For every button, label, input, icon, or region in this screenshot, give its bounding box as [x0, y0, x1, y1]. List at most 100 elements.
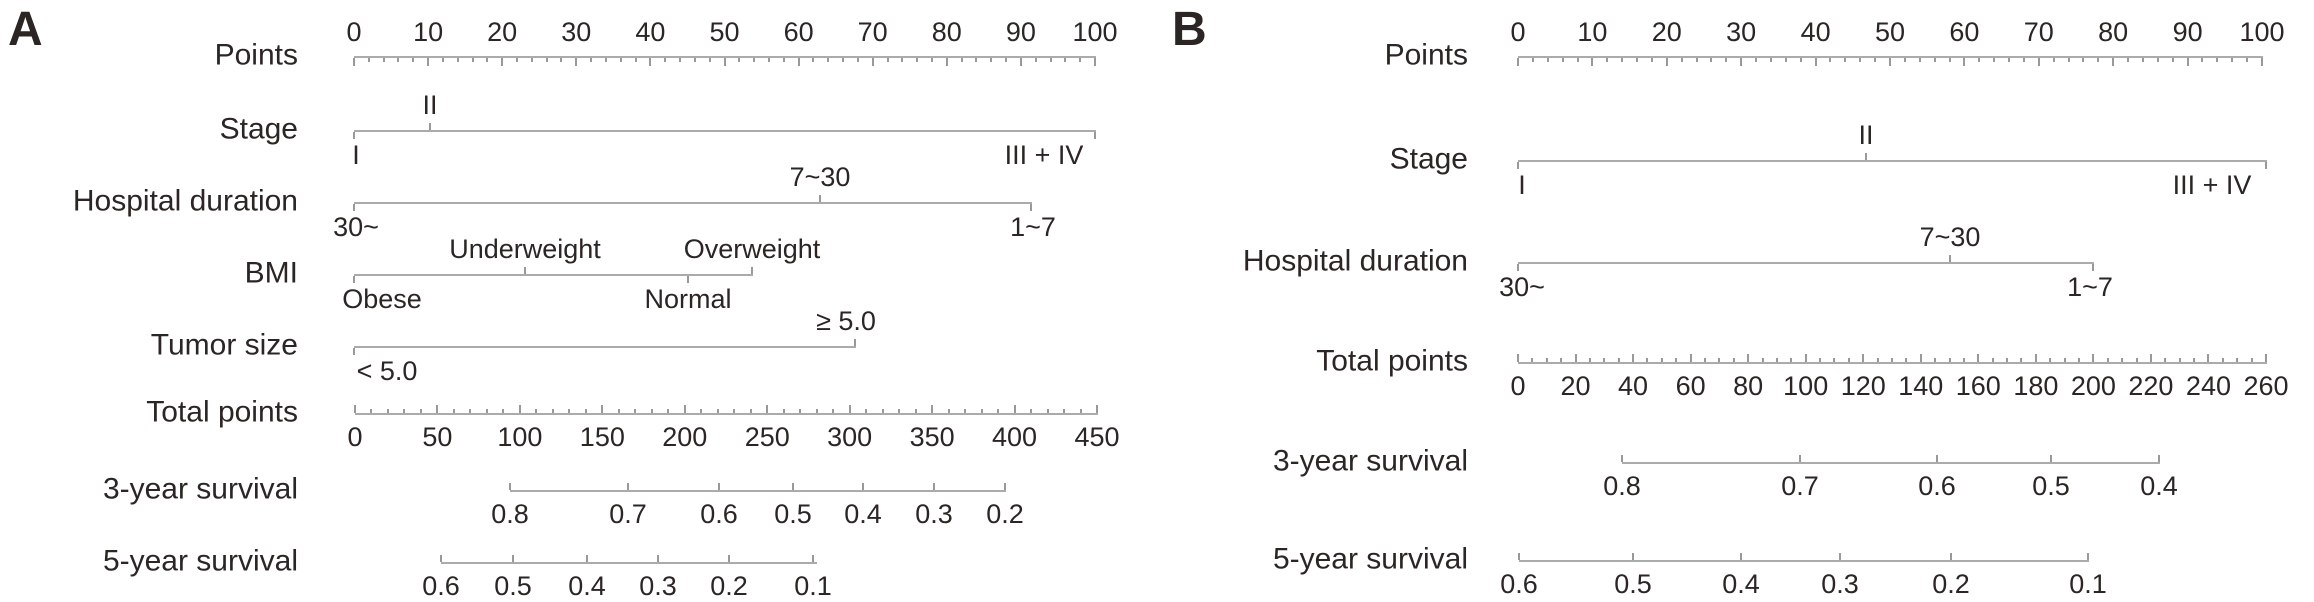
a-total-points-axis-minor-tick — [700, 409, 703, 413]
b-hospital-duration-label: Hospital duration — [1242, 244, 1468, 278]
b-survival-3yr-tick — [2050, 455, 2052, 462]
a-total-points-axis-minor-tick — [568, 409, 571, 413]
b-total-points-axis-minor-tick — [2078, 358, 2080, 362]
a-stage-line — [354, 130, 1096, 132]
b-points-axis-major-tick — [1963, 58, 1966, 66]
a-tumor-size-label: Tumor size — [150, 328, 298, 362]
a-tumor-size-line — [354, 346, 856, 348]
b-points-axis-tick-label: 80 — [2098, 17, 2129, 48]
b-survival-3yr-value-label: 0.8 — [1603, 471, 1641, 502]
b-points-axis-minor-tick — [2082, 58, 2085, 62]
b-total-points-axis-minor-tick — [2250, 358, 2253, 362]
a-total-points-axis-minor-tick — [898, 409, 901, 413]
a-total-points-axis-minor-tick — [650, 409, 653, 413]
b-points-axis-tick-label: 100 — [2239, 17, 2285, 48]
b-total-points-axis-minor-tick — [1675, 358, 1678, 362]
a-points-axis-minor-tick — [634, 58, 637, 62]
b-total-points-axis-minor-tick — [2164, 358, 2167, 362]
b-stage-category-label: II — [1858, 120, 1874, 151]
a-total-points-axis-label: Total points — [146, 395, 298, 429]
b-total-points-axis-minor-tick — [2221, 358, 2224, 362]
b-points-axis-minor-tick — [1933, 58, 1936, 62]
panel-b-letter: B — [1172, 3, 1207, 56]
a-points-axis-minor-tick — [1064, 58, 1067, 62]
b-survival-3yr-value-label: 0.7 — [1781, 471, 1819, 502]
a-total-points-axis-tick-label: 200 — [662, 422, 708, 453]
a-total-points-axis-minor-tick — [881, 409, 884, 413]
b-survival-5yr-value-label: 0.6 — [1500, 569, 1538, 600]
b-points-axis-major-tick — [2186, 58, 2189, 66]
a-survival-3yr-tick — [627, 483, 629, 490]
b-total-points-axis-major-tick — [1919, 354, 1922, 362]
a-points-axis-minor-tick — [560, 58, 563, 62]
a-points-axis-minor-tick — [856, 58, 859, 62]
b-stage-tick — [1517, 162, 1519, 169]
a-total-points-axis-minor-tick — [452, 409, 455, 413]
a-hospital-duration-category-label: 1~7 — [1010, 212, 1056, 243]
a-stage-tick — [429, 123, 431, 130]
b-stage-category-label: III + IV — [2172, 170, 2252, 201]
a-survival-3yr-tick — [718, 483, 720, 490]
b-points-axis-major-tick — [1740, 58, 1743, 66]
a-stage-category-label: III + IV — [1004, 140, 1084, 171]
b-hospital-duration-category-label: 30~ — [1499, 272, 1545, 303]
b-total-points-axis-minor-tick — [1560, 358, 1563, 362]
a-total-points-axis-tick-label: 350 — [909, 422, 955, 453]
a-points-axis-minor-tick — [516, 58, 519, 62]
b-total-points-axis-minor-tick — [2063, 358, 2066, 362]
a-total-points-axis-tick-label: 150 — [579, 422, 625, 453]
a-total-points-axis-minor-tick — [782, 409, 785, 413]
a-bmi-label: BMI — [244, 256, 298, 290]
a-points-axis-major-tick — [1019, 58, 1022, 66]
b-survival-5yr-tick — [1740, 553, 1742, 560]
a-points-axis-tick-label: 40 — [635, 17, 666, 48]
a-total-points-axis-major-tick — [931, 405, 934, 413]
b-total-points-axis-minor-tick — [1819, 358, 1822, 362]
b-total-points-axis-minor-tick — [1732, 358, 1735, 362]
a-bmi-category-label: Overweight — [683, 234, 821, 265]
a-stage-tick — [353, 132, 355, 139]
b-points-axis-tick-label: 0 — [1510, 17, 1526, 48]
a-total-points-axis-tick-label: 0 — [347, 422, 363, 453]
b-total-points-axis-minor-tick — [1718, 358, 1721, 362]
b-points-axis-minor-tick — [1903, 58, 1906, 62]
a-tumor-size-category-label: < 5.0 — [356, 356, 418, 387]
b-points-axis-major-tick — [1665, 58, 1668, 66]
b-total-points-axis-tick-label: 220 — [2128, 371, 2174, 402]
b-points-axis-minor-tick — [1874, 58, 1877, 62]
a-survival-3yr-value-label: 0.7 — [609, 499, 647, 530]
a-hospital-duration-label: Hospital duration — [72, 184, 298, 218]
a-points-axis-tick-label: 20 — [487, 17, 518, 48]
b-total-points-axis-minor-tick — [1847, 358, 1850, 362]
a-points-axis-line — [354, 56, 1096, 58]
a-points-axis-minor-tick — [530, 58, 533, 62]
a-total-points-axis-minor-tick — [485, 409, 488, 413]
a-total-points-axis-minor-tick — [370, 409, 373, 413]
a-total-points-axis-minor-tick — [584, 409, 587, 413]
a-total-points-axis-tick-label: 300 — [827, 422, 873, 453]
b-points-axis-minor-tick — [1769, 58, 1772, 62]
b-points-axis-minor-tick — [1829, 58, 1832, 62]
a-total-points-axis-minor-tick — [733, 409, 736, 413]
b-total-points-axis-minor-tick — [1603, 358, 1606, 362]
b-points-axis-minor-tick — [2022, 58, 2025, 62]
b-survival-5yr-tick — [1632, 553, 1634, 560]
a-points-axis-tick-label: 50 — [709, 17, 740, 48]
a-points-axis-major-tick — [427, 58, 430, 66]
a-points-axis-minor-tick — [471, 58, 474, 62]
a-total-points-axis-minor-tick — [964, 409, 967, 413]
b-points-axis-minor-tick — [1948, 58, 1951, 62]
b-total-points-axis-minor-tick — [1876, 358, 1879, 362]
b-survival-5yr-label: 5-year survival — [1272, 542, 1468, 576]
b-points-axis-minor-tick — [1978, 58, 1981, 62]
a-stage-label: Stage — [219, 112, 298, 146]
b-points-axis-minor-tick — [2141, 58, 2144, 62]
b-total-points-axis-minor-tick — [2236, 358, 2239, 362]
a-total-points-axis-tick-label: 50 — [422, 422, 453, 453]
a-survival-5yr-value-label: 0.5 — [494, 571, 532, 602]
a-points-axis-minor-tick — [990, 58, 993, 62]
b-total-points-axis-major-tick — [1689, 354, 1692, 362]
b-total-points-axis-tick-label: 180 — [2013, 371, 2059, 402]
a-points-axis-major-tick — [353, 58, 355, 66]
a-bmi-line — [354, 274, 753, 276]
